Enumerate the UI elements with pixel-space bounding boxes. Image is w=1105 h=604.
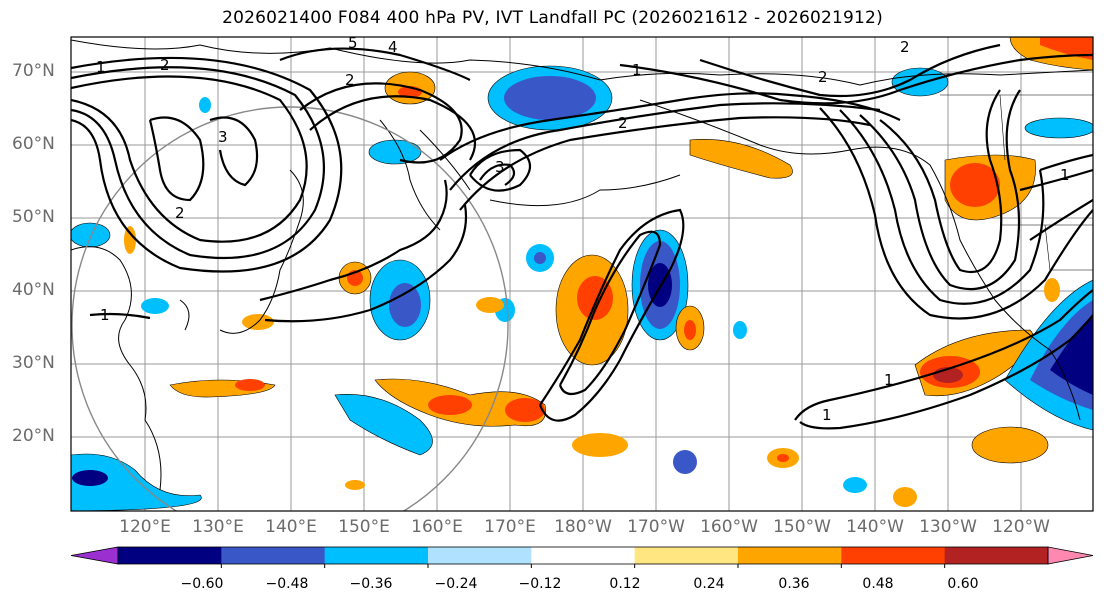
anomaly-blue-southwest xyxy=(334,394,433,456)
lon-label: 160°E xyxy=(411,517,463,537)
shaded-anomalies xyxy=(71,37,1093,511)
colorbar-segment xyxy=(221,547,326,564)
lon-label: 130°E xyxy=(192,517,244,537)
contour-label: 1 xyxy=(822,406,832,424)
colorbar-tick-label: 0.36 xyxy=(778,576,810,592)
colorbar-frame xyxy=(117,546,1049,565)
colorbar-extend-high xyxy=(1047,546,1094,565)
contour-label: 1 xyxy=(632,61,642,79)
lat-label: 30°N xyxy=(12,353,55,373)
anomaly-blue-alaska xyxy=(891,67,949,97)
colorbar-tick-label: −0.24 xyxy=(434,576,478,592)
colorbar-segment xyxy=(118,547,222,564)
figure-title: 2026021400 F084 400 hPa PV, IVT Landfall… xyxy=(222,8,883,28)
contour-label: 2 xyxy=(618,114,628,132)
lon-label: 140°W xyxy=(846,517,904,537)
lat-label: 40°N xyxy=(12,280,55,300)
lon-label: 130°W xyxy=(919,517,977,537)
colorbar-tick-label: −0.12 xyxy=(518,576,562,592)
coastlines xyxy=(71,39,1093,491)
contour-label: 2 xyxy=(345,71,355,89)
colorbar-segment xyxy=(841,547,946,564)
colorbar-tick-label: −0.48 xyxy=(265,576,309,592)
contour-label: 2 xyxy=(900,38,910,56)
colorbar-tick-label: 0.48 xyxy=(862,576,894,592)
lon-label: 140°E xyxy=(265,517,317,537)
colorbar xyxy=(70,546,1094,568)
colorbar-segment xyxy=(531,547,636,564)
colorbar-extend-low xyxy=(70,546,119,565)
contour-label: 3 xyxy=(218,128,228,146)
contour-label: 5 xyxy=(348,34,358,52)
anomaly-blue-canada xyxy=(1024,117,1093,139)
lat-label: 70°N xyxy=(12,61,55,81)
colorbar-tick-label: 0.24 xyxy=(693,576,725,592)
pv-contours xyxy=(71,43,1093,430)
colorbar-segment xyxy=(944,547,1049,564)
colorbar-tick-label: 0.60 xyxy=(947,576,979,592)
contour-label: 1 xyxy=(1060,166,1070,184)
map-frame xyxy=(70,36,1094,512)
lon-label: 170°E xyxy=(484,517,536,537)
lon-label: 120°W xyxy=(992,517,1050,537)
lat-label: 60°N xyxy=(12,134,55,154)
contour-label: 2 xyxy=(175,204,185,222)
contour-label: 1 xyxy=(884,371,894,389)
lat-label: 50°N xyxy=(12,207,55,227)
anomaly-orange-alaska xyxy=(689,139,793,179)
contour-labels: 1 1 1 1 1 1 2 2 2 2 2 2 3 3 4 5 xyxy=(96,34,1070,424)
lon-label: 160°W xyxy=(700,517,758,537)
contour-label: 3 xyxy=(495,158,505,176)
contour-label: 1 xyxy=(100,306,110,324)
contour-label: 4 xyxy=(388,38,398,56)
map-content: 1 1 1 1 1 1 2 2 2 2 2 2 3 3 4 5 xyxy=(71,34,1093,511)
lon-label: 150°W xyxy=(773,517,831,537)
colorbar-tick-label: −0.60 xyxy=(180,576,224,592)
anomaly-blue-china xyxy=(71,222,111,248)
lon-label: 180°W xyxy=(554,517,612,537)
colorbar-tick-label: −0.36 xyxy=(349,576,393,592)
colorbar-segment xyxy=(738,547,842,564)
colorbar-segment xyxy=(428,547,532,564)
colorbar-segment xyxy=(634,547,739,564)
anomaly-orange-east-tropics xyxy=(971,426,1049,464)
colorbar-segment xyxy=(324,547,429,564)
lon-label: 170°W xyxy=(627,517,685,537)
lon-label: 120°E xyxy=(119,517,171,537)
radius-circle xyxy=(71,106,509,511)
lat-label: 20°N xyxy=(12,426,55,446)
colorbar-tick-label: 0.12 xyxy=(609,576,641,592)
lon-label: 150°E xyxy=(338,517,390,537)
anomaly-blue-okhotsk xyxy=(368,139,422,165)
contour-label: 2 xyxy=(818,68,828,86)
contour-label: 2 xyxy=(160,56,170,74)
anomaly-blue-tropics-west xyxy=(71,453,202,511)
contour-label: 1 xyxy=(96,58,106,76)
